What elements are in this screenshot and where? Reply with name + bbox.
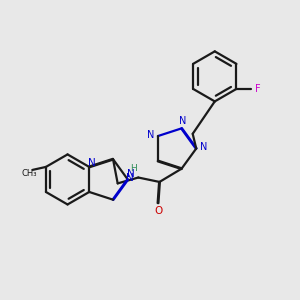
Text: CH₃: CH₃ xyxy=(22,169,38,178)
Text: F: F xyxy=(255,84,260,94)
Text: N: N xyxy=(127,169,135,178)
Text: N: N xyxy=(179,116,187,126)
Text: N: N xyxy=(200,142,207,152)
Text: N: N xyxy=(88,158,95,167)
Text: O: O xyxy=(154,206,162,216)
Text: N: N xyxy=(147,130,154,140)
Text: H: H xyxy=(130,164,137,172)
Text: N: N xyxy=(126,172,133,182)
